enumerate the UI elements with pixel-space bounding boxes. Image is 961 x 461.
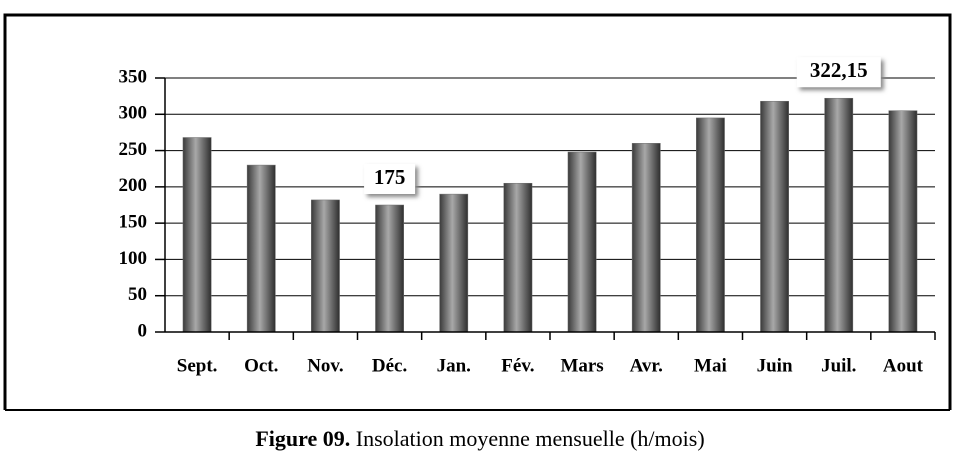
caption-text: Insolation moyenne mensuelle (h/mois) [356, 426, 705, 451]
value-label: 322,15 [810, 58, 868, 82]
x-tick-label: Mai [694, 355, 727, 376]
bar [760, 100, 789, 333]
bar [182, 137, 212, 333]
x-tick-label: Oct. [244, 355, 278, 376]
caption: Figure 09. Insolation moyenne mensuelle … [255, 426, 704, 451]
x-tick-label: Juin [757, 355, 793, 376]
bar [246, 164, 276, 333]
bar [439, 193, 469, 333]
x-tick-label: Mars [560, 355, 603, 376]
y-tick-label: 50 [128, 284, 147, 305]
x-tick-label: Aout [883, 355, 924, 376]
value-label-box [364, 164, 416, 194]
bar [311, 199, 340, 333]
y-tick-label: 250 [119, 139, 148, 160]
frame [3, 13, 952, 410]
bar [824, 97, 854, 333]
bar [567, 151, 597, 333]
y-tick-label: 300 [119, 103, 148, 124]
bar [375, 204, 404, 333]
y-tick-label: 0 [138, 320, 148, 341]
x-tick-label: Fév. [501, 355, 534, 376]
figure-label: Figure 09. [255, 426, 350, 451]
value-label-box [796, 57, 881, 88]
x-tick-label: Déc. [372, 355, 407, 376]
y-tick-label: 350 [119, 66, 148, 87]
bar [631, 143, 661, 333]
x-tick-label: Sept. [177, 355, 218, 376]
bar [503, 182, 533, 333]
x-tick-label: Jan. [437, 355, 471, 376]
bar [888, 110, 918, 333]
bar [696, 117, 725, 333]
value-label: 175 [374, 165, 406, 189]
x-tick-label: Nov. [307, 355, 343, 376]
x-tick-label: Juil. [821, 355, 856, 376]
y-tick-label: 200 [119, 175, 148, 196]
x-tick-label: Avr. [630, 355, 663, 376]
y-tick-label: 100 [119, 248, 148, 269]
y-tick-label: 150 [119, 212, 148, 233]
